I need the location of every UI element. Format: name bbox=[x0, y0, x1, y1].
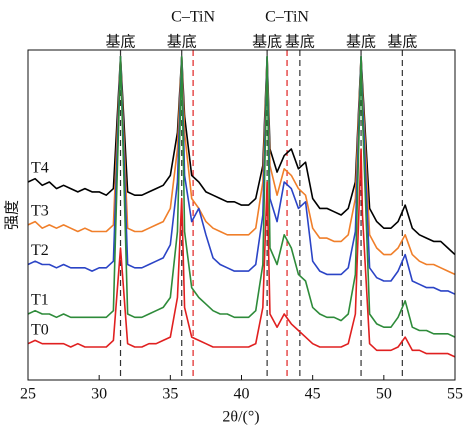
plot-lines bbox=[28, 55, 455, 358]
series-label: T3 bbox=[31, 203, 49, 220]
x-axis-label: 2θ/(°) bbox=[222, 409, 259, 426]
series-line bbox=[28, 55, 455, 338]
y-axis-label: 强度 bbox=[3, 200, 21, 230]
reference-label: 基底 bbox=[106, 33, 136, 51]
series-line bbox=[28, 148, 455, 358]
reference-label: 基底 bbox=[346, 33, 376, 51]
reference-label: C–TiN bbox=[265, 9, 309, 26]
plot-frame bbox=[27, 49, 456, 381]
x-tick-label: 50 bbox=[376, 386, 392, 403]
x-tick-label: 25 bbox=[20, 386, 36, 403]
series-label: T2 bbox=[31, 242, 49, 259]
x-tick-label: 55 bbox=[447, 386, 463, 403]
series-label: T4 bbox=[31, 160, 49, 177]
series-line bbox=[28, 55, 455, 256]
series-label: T0 bbox=[31, 321, 49, 338]
reference-label: 基底 bbox=[387, 33, 417, 51]
series-line bbox=[28, 55, 455, 276]
reference-label: 基底 bbox=[285, 33, 315, 51]
x-tick-label: 35 bbox=[162, 386, 178, 403]
series-label: T1 bbox=[31, 292, 49, 309]
reference-label: 基底 bbox=[167, 33, 197, 51]
reference-label: C–TiN bbox=[171, 9, 215, 26]
reference-label: 基底 bbox=[252, 33, 282, 51]
series-line bbox=[28, 55, 455, 295]
x-tick-label: 30 bbox=[91, 386, 107, 403]
x-tick-label: 45 bbox=[305, 386, 321, 403]
x-tick-label: 40 bbox=[234, 386, 250, 403]
